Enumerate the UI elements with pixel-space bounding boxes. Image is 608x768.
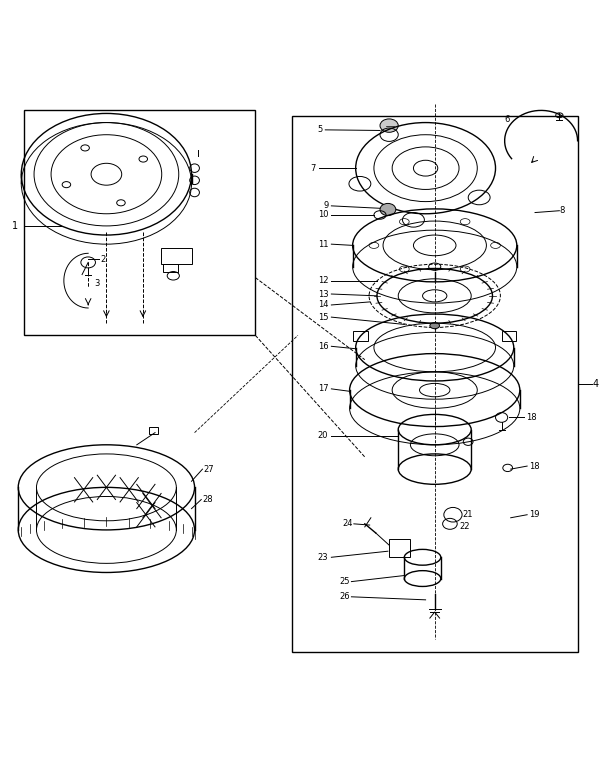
Bar [161,248,192,263]
Text: 5: 5 [317,125,322,134]
Text: 18: 18 [529,462,539,471]
Text: 2: 2 [100,255,106,264]
Text: 23: 23 [318,553,328,561]
Text: 25: 25 [339,577,350,586]
Text: 11: 11 [318,240,328,249]
Text: 24: 24 [342,519,353,528]
Ellipse shape [380,204,396,216]
Text: 16: 16 [318,342,328,351]
Text: 14: 14 [318,300,328,310]
Bar [353,331,368,341]
Text: 7: 7 [311,164,316,173]
Text: 13: 13 [318,290,328,299]
Text: 6: 6 [505,115,510,124]
Bar [163,263,178,272]
Bar [24,111,255,336]
Text: 4: 4 [593,379,599,389]
Text: 26: 26 [339,592,350,601]
Ellipse shape [430,323,440,329]
Bar [502,331,516,341]
Text: 8: 8 [559,207,565,215]
Text: 22: 22 [459,522,469,531]
Ellipse shape [380,119,398,132]
Text: 28: 28 [202,495,213,504]
Text: 1: 1 [12,221,18,231]
Bar [292,117,578,651]
Text: 3: 3 [94,280,100,288]
Text: 10: 10 [318,210,328,220]
Text: 27: 27 [204,465,214,474]
Text: 19: 19 [529,510,539,519]
Text: 12: 12 [318,276,328,285]
Bar [149,426,158,434]
Text: 15: 15 [318,313,328,322]
Text: 17: 17 [318,384,328,393]
Text: 18: 18 [526,413,536,422]
Bar [389,539,410,558]
Text: 9: 9 [323,201,328,210]
Text: 20: 20 [318,431,328,440]
Text: 21: 21 [462,510,472,519]
